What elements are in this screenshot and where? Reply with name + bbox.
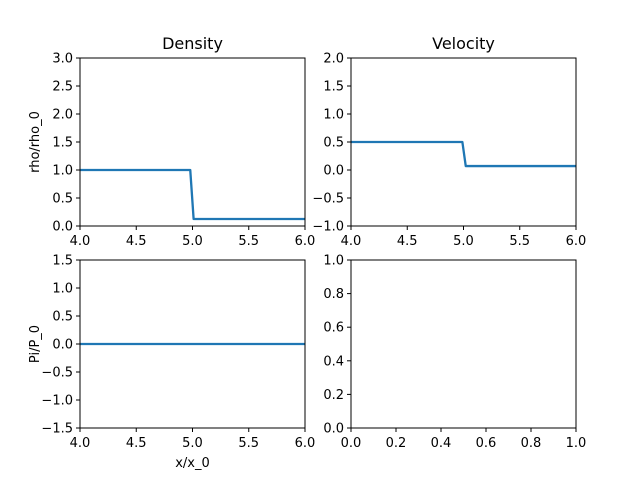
- x-tick-label: 4.0: [70, 234, 91, 249]
- x-tick-label: 5.5: [238, 234, 259, 249]
- y-axis-label: rho/rho_0: [28, 111, 43, 173]
- x-tick-label: 4.5: [126, 234, 147, 249]
- x-tick-label: 0.6: [476, 436, 497, 451]
- y-tick-label: −0.5: [312, 192, 344, 207]
- y-tick-label: 0.0: [52, 220, 73, 235]
- x-tick-label: 5.5: [509, 234, 530, 249]
- y-tick-label: 1.5: [52, 254, 73, 269]
- subplot-3: 4.0 4.5 5.0 5.5 6.0 −1.5 −1.0 −0.5 0.0 0.5 1.0 1.5 x…: [28, 254, 315, 472]
- x-tick-label: 0.4: [431, 436, 452, 451]
- y-tick-label: −1.5: [41, 422, 73, 437]
- x-tick-label: 6.0: [566, 234, 587, 249]
- x-tick-label: 5.5: [238, 436, 259, 451]
- series-line-1: [351, 140, 576, 168]
- y-axis-label: Pi/P_0: [28, 325, 43, 363]
- axes-frame: [350, 259, 577, 429]
- x-tick-label: 0.8: [521, 436, 542, 451]
- x-tick-label: 6.0: [295, 436, 316, 451]
- y-tick-label: −1.0: [312, 220, 344, 235]
- y-tick-label: 0.8: [323, 287, 344, 302]
- y-tick-label: 2.5: [52, 80, 73, 95]
- y-tick-label: 0.2: [323, 388, 344, 403]
- y-tick-label: 0.0: [323, 164, 344, 179]
- x-tick-label: 0.0: [341, 436, 362, 451]
- x-tick-label: 4.5: [397, 234, 418, 249]
- y-tick-label: 2.0: [52, 108, 73, 123]
- x-tick-label: 4.0: [341, 234, 362, 249]
- subplot-1: 4.0 4.5 5.0 5.5 6.0 0.0 0.5 1.0 1.5 2.0 2.5 3.0 Dens…: [28, 34, 315, 249]
- x-tick-label: 5.0: [182, 234, 203, 249]
- y-tick-label: −0.5: [41, 366, 73, 381]
- x-tick-label: 4.5: [126, 436, 147, 451]
- y-tick-label: −1.0: [41, 394, 73, 409]
- y-tick-label: 0.5: [52, 192, 73, 207]
- y-tick-label: 1.5: [52, 136, 73, 151]
- subplot-title: Velocity: [432, 34, 495, 53]
- x-tick-label: 4.0: [70, 436, 91, 451]
- y-tick-label: 1.0: [323, 254, 344, 269]
- x-tick-label: 1.0: [566, 436, 587, 451]
- x-tick-label: 0.2: [386, 436, 407, 451]
- y-tick-label: 0.4: [323, 354, 344, 369]
- y-tick-label: 0.6: [323, 321, 344, 336]
- y-tick-label: 0.5: [52, 310, 73, 325]
- series-line-1: [80, 168, 305, 221]
- y-tick-label: 0.0: [52, 338, 73, 353]
- y-tick-label: 3.0: [52, 52, 73, 67]
- x-tick-label: 5.0: [453, 234, 474, 249]
- x-tick-label: 6.0: [295, 234, 316, 249]
- y-tick-label: 2.0: [323, 52, 344, 67]
- plot-area: [350, 259, 577, 429]
- y-tick-label: 1.0: [52, 164, 73, 179]
- y-tick-label: 1.0: [52, 282, 73, 297]
- x-axis-label: x/x_0: [175, 456, 210, 471]
- y-tick-label: 1.5: [323, 80, 344, 95]
- x-tick-label: 5.0: [182, 436, 203, 451]
- subplot-4: 0.0 0.2 0.4 0.6 0.8 1.0 0.0 0.2 0.4 0.6 0.8 1.0: [323, 254, 586, 452]
- y-tick-label: 0.5: [323, 136, 344, 151]
- subplot-title: Density: [162, 34, 223, 53]
- y-tick-label: 0.0: [323, 422, 344, 437]
- subplot-2: 4.0 4.5 5.0 5.5 6.0 −1.0 −0.5 0.0 0.5 1.0 1.5 2.0 Ve…: [312, 34, 586, 249]
- y-tick-label: 1.0: [323, 108, 344, 123]
